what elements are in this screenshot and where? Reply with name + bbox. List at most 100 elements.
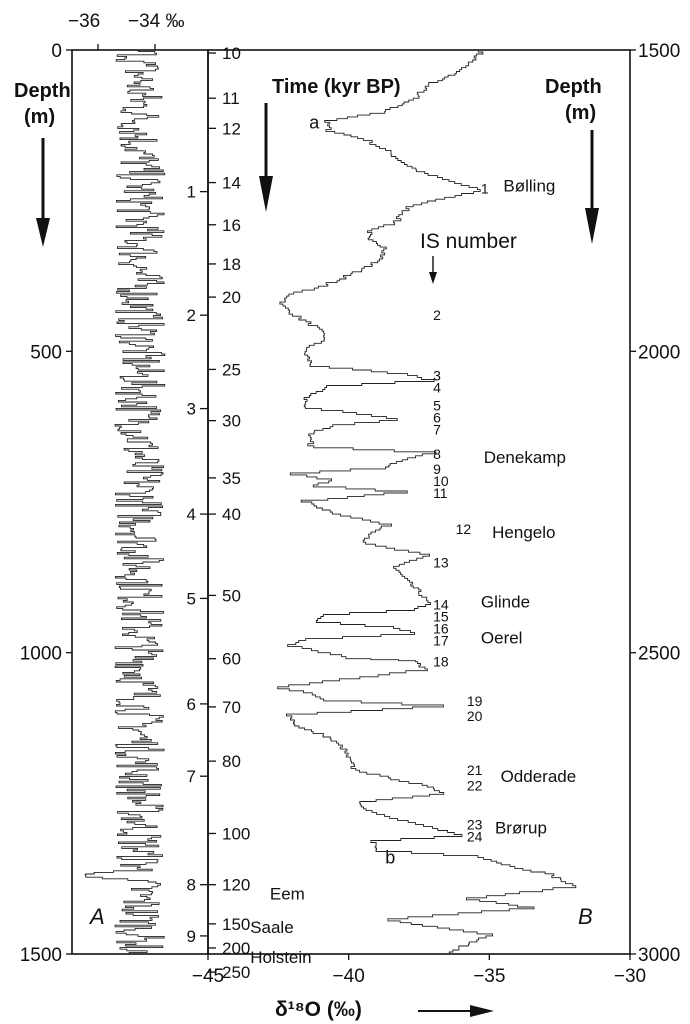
panel-a-trace <box>84 49 166 954</box>
depth-a-label-3: 1500 <box>20 945 62 966</box>
panel-b-frame <box>207 49 631 955</box>
period-label-6: Brørup <box>495 818 547 837</box>
age-label-15: 100 <box>222 824 250 843</box>
delta-label-0: −45 <box>192 966 224 987</box>
is-label-9: 9 <box>433 461 441 477</box>
meter-label-8: 9 <box>187 927 196 946</box>
age-label-17: 150 <box>222 915 250 934</box>
delta-label-3: −30 <box>614 966 646 987</box>
is-label-6: 6 <box>433 410 441 426</box>
panel-b-letter: B <box>578 904 593 929</box>
age-label-16: 120 <box>222 876 250 895</box>
age-label-7: 25 <box>222 360 241 379</box>
age-label-14: 80 <box>222 752 241 771</box>
period-label-7: Eem <box>270 885 305 904</box>
meter-label-4: 5 <box>187 589 196 608</box>
meter-label-0: 1 <box>187 183 196 202</box>
is-label-24: 24 <box>467 828 483 844</box>
age-label-9: 35 <box>222 469 241 488</box>
is-label-1: 1 <box>481 181 489 197</box>
arrow-down-icon <box>36 138 50 247</box>
is-label-22: 22 <box>467 777 483 793</box>
meter-label-3: 4 <box>187 505 196 524</box>
panel-a-top-label-34: −34 ‰ <box>128 11 185 32</box>
delta-label-1: −40 <box>333 966 365 987</box>
depth-arrow-icon <box>585 130 599 244</box>
panel-a: −36 −34 ‰ Depth (m) A 0 500 1000 1500 <box>14 11 209 966</box>
period-label-1: Denekamp <box>484 448 566 467</box>
is-label-14: 14 <box>433 596 449 612</box>
panel-b-depth-title-2: (m) <box>565 102 596 124</box>
is-label-2: 2 <box>433 307 441 323</box>
period-label-5: Odderade <box>501 767 577 786</box>
time-axis-title: Time (kyr BP) <box>272 76 401 98</box>
age-label-12: 60 <box>222 650 241 669</box>
depth-b-label-2: 2500 <box>638 644 680 665</box>
is-label-23: 23 <box>467 816 483 832</box>
age-label-19: 250 <box>222 963 250 982</box>
marker-a: a <box>309 112 320 132</box>
age-label-5: 18 <box>222 255 241 274</box>
is-label-5: 5 <box>433 398 441 414</box>
period-label-8: Saale <box>250 918 293 937</box>
x-axis-label: δ¹⁸O (‰) <box>275 998 362 1021</box>
panel-a-depth-title-2: (m) <box>24 106 55 128</box>
period-label-3: Glinde <box>481 592 530 611</box>
is-arrow-icon <box>429 256 437 284</box>
delta-label-2: −35 <box>473 966 505 987</box>
age-label-3: 14 <box>222 174 241 193</box>
panel-a-letter: A <box>88 904 105 929</box>
age-label-8: 30 <box>222 412 241 431</box>
is-label-17: 17 <box>433 633 449 649</box>
panel-b-annotations: 123456789101112131415161718192021222324B… <box>250 112 576 967</box>
is-label-21: 21 <box>467 762 483 778</box>
marker-b: b <box>385 848 395 868</box>
panel-b-depth-title-1: Depth <box>545 76 602 98</box>
meter-label-2: 3 <box>187 400 196 419</box>
panel-b-trace <box>277 49 577 954</box>
panel-b: Time (kyr BP) Depth (m) IS number B 1500… <box>187 41 681 1021</box>
x-arrow-icon <box>418 1005 494 1017</box>
is-label-16: 16 <box>433 621 449 637</box>
meter-label-1: 2 <box>187 306 196 325</box>
meter-label-7: 8 <box>187 876 196 895</box>
meter-label-6: 7 <box>187 767 196 786</box>
panel-a-top-label-36: −36 <box>68 11 100 32</box>
age-label-6: 20 <box>222 288 241 307</box>
is-label-20: 20 <box>467 708 483 724</box>
is-label-11: 11 <box>433 485 448 501</box>
is-label-12: 12 <box>456 521 472 537</box>
is-label-13: 13 <box>433 554 449 570</box>
period-label-0: Bølling <box>503 177 555 196</box>
is-label-7: 7 <box>433 422 441 438</box>
age-label-18: 200 <box>222 939 250 958</box>
is-label-3: 3 <box>433 367 441 383</box>
depth-b-label-3: 3000 <box>638 945 680 966</box>
depth-a-label-1: 500 <box>30 342 62 363</box>
is-number-heading: IS number <box>420 230 517 253</box>
is-label-10: 10 <box>433 473 449 489</box>
is-label-15: 15 <box>433 609 449 625</box>
panel-a-depth-ticks: 0 500 1000 1500 <box>20 41 72 966</box>
age-label-11: 50 <box>222 586 241 605</box>
age-label-13: 70 <box>222 698 241 717</box>
is-label-18: 18 <box>433 654 449 670</box>
age-label-1: 11 <box>222 89 240 108</box>
depth-a-label-2: 1000 <box>20 644 62 665</box>
depth-b-label-0: 1500 <box>638 41 680 62</box>
age-label-0: 10 <box>222 44 241 63</box>
is-label-8: 8 <box>433 446 441 462</box>
period-label-9: Holstein <box>250 948 311 967</box>
panel-a-depth-title-1: Depth <box>14 80 71 102</box>
depth-a-label-0: 0 <box>51 41 62 62</box>
depth-b-label-1: 2000 <box>638 342 680 363</box>
age-label-10: 40 <box>222 505 241 524</box>
period-label-2: Hengelo <box>492 523 555 542</box>
time-arrow-icon <box>259 103 273 212</box>
age-label-2: 12 <box>222 119 241 138</box>
age-label-4: 16 <box>222 216 241 235</box>
meter-label-5: 6 <box>187 695 196 714</box>
is-label-4: 4 <box>433 379 441 395</box>
